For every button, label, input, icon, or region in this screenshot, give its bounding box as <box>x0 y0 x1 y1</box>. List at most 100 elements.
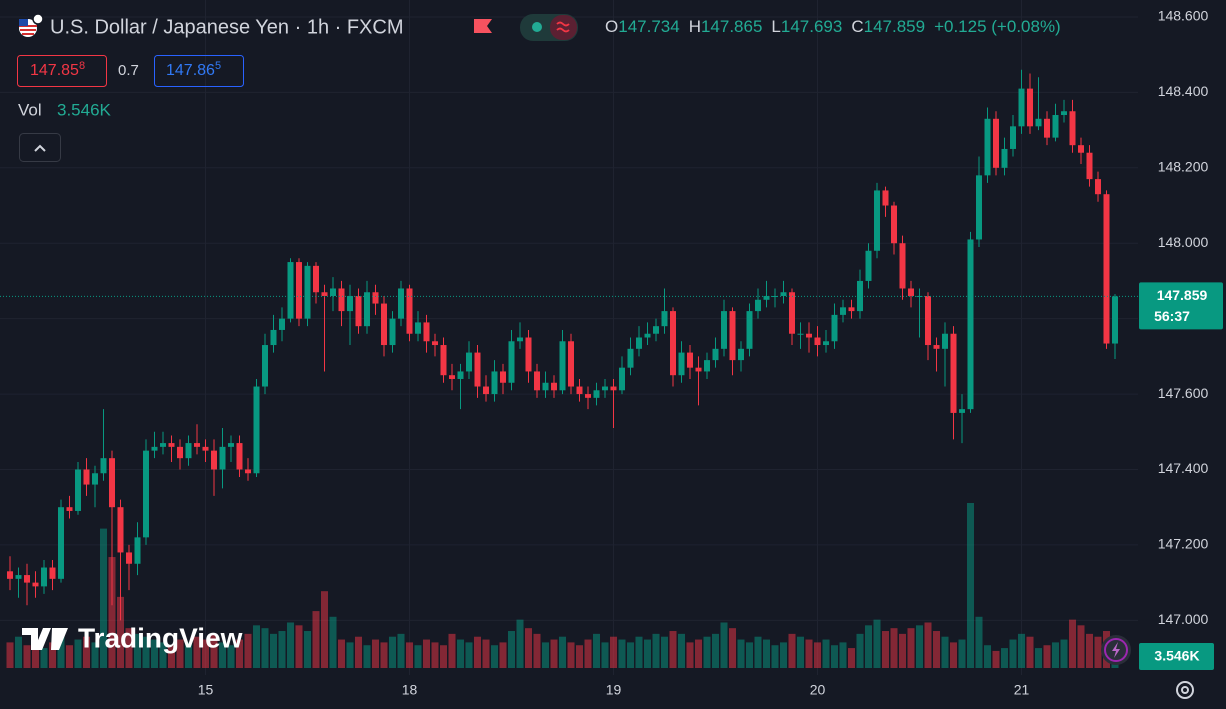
volume-bar <box>423 639 430 668</box>
candle-body <box>593 390 600 398</box>
candle-body <box>440 345 447 376</box>
candle-body <box>695 367 702 372</box>
volume-bar <box>763 639 770 668</box>
symbol-title[interactable]: U.S. Dollar / Japanese Yen · 1h · FXCM <box>50 16 404 38</box>
ask-main: 147.86 <box>166 62 215 79</box>
lightning-ring <box>1104 638 1128 662</box>
candle-body <box>559 341 566 391</box>
candle-body <box>160 443 166 447</box>
candle-body <box>925 296 931 346</box>
candle-body <box>7 571 13 579</box>
price-tag <box>1139 282 1223 330</box>
candle-body <box>738 348 744 361</box>
candle-body <box>576 386 583 395</box>
market-open-dot <box>532 22 542 32</box>
candle-body <box>517 337 523 342</box>
volume-bar <box>644 639 651 668</box>
volume-bar <box>1069 619 1076 668</box>
candle-body <box>585 394 591 398</box>
volume-bar <box>83 636 90 668</box>
volume-bar <box>567 642 575 668</box>
candle-body <box>270 329 277 346</box>
candle-body <box>372 292 379 304</box>
volume-bar <box>125 628 133 668</box>
candle-body <box>500 371 506 383</box>
flag-canton <box>19 19 28 26</box>
volume-bar <box>23 645 31 668</box>
volume-bar <box>516 619 524 668</box>
corner-icons <box>1101 635 1194 699</box>
x-tick-label: 15 <box>198 682 214 698</box>
volume-bar <box>916 625 923 668</box>
volume-bar <box>814 642 821 668</box>
candle-body <box>24 575 30 583</box>
candle-body <box>245 469 251 474</box>
ohlc-value: 147.693 <box>781 17 842 36</box>
volume-bar <box>1077 625 1085 668</box>
volume-bar <box>865 625 872 668</box>
price-tag-value: 147.859 <box>1157 287 1208 303</box>
candle-body <box>474 352 481 387</box>
candle-body <box>916 296 923 298</box>
volume-bar <box>754 636 762 668</box>
candle-body <box>636 337 642 349</box>
ohlc-key: O <box>605 17 618 36</box>
candle-body <box>296 262 302 319</box>
candle-body <box>236 443 243 470</box>
bid-main: 147.85 <box>30 62 79 79</box>
candle-body <box>330 288 336 297</box>
volume-bar <box>202 639 209 668</box>
volume-bar <box>287 622 294 668</box>
volume-bar <box>805 639 813 668</box>
candle-body <box>984 118 991 176</box>
candle-body <box>168 443 175 447</box>
candle-body <box>66 507 73 511</box>
candle-body <box>32 582 39 587</box>
volume-bar <box>210 633 218 668</box>
volume-bar <box>899 633 906 668</box>
volume-bar <box>848 648 855 668</box>
volume-bar <box>652 633 660 668</box>
candle-body <box>483 386 489 395</box>
volume-bar <box>193 636 201 668</box>
y-tick-label: 148.400 <box>1158 83 1209 99</box>
bid-box[interactable] <box>17 55 107 87</box>
candle-layer <box>7 69 1118 621</box>
candle-body <box>882 190 889 206</box>
candle-body <box>551 382 557 391</box>
volume-bar <box>168 645 175 668</box>
candle-body <box>389 318 396 346</box>
candle-body <box>959 409 965 413</box>
candle-body <box>857 280 863 312</box>
candle-body <box>177 446 183 459</box>
collapse-button[interactable] <box>19 133 61 162</box>
candle-body <box>75 469 81 511</box>
price-tag-countdown: 56:37 <box>1154 308 1190 324</box>
candle-body <box>780 292 787 297</box>
x-tick-label: 18 <box>402 682 418 698</box>
logo-text: TradingView <box>78 622 243 653</box>
volume-bar <box>882 631 889 668</box>
volume-bar <box>797 636 804 668</box>
candle-body <box>993 118 999 168</box>
candle-body <box>355 296 362 327</box>
volume-bar <box>873 619 881 668</box>
volume-bar <box>142 636 150 668</box>
candle-body <box>712 348 719 361</box>
y-tick-label: 148.000 <box>1158 234 1209 250</box>
flag-icon[interactable] <box>474 19 492 33</box>
candle-body <box>49 567 56 579</box>
delay-badge <box>550 15 577 40</box>
volume-bar <box>15 636 22 668</box>
delay-icon <box>556 21 570 33</box>
volume-bar <box>950 642 957 668</box>
volume-bar <box>491 645 498 668</box>
volume-bar <box>278 631 286 668</box>
volume-bar <box>669 631 677 668</box>
ask-box[interactable] <box>154 55 244 87</box>
candle-body <box>415 322 421 334</box>
volume-bar <box>108 557 116 668</box>
settings-icon[interactable] <box>1176 681 1194 699</box>
candle-body <box>746 311 753 349</box>
candle-body <box>678 352 685 376</box>
